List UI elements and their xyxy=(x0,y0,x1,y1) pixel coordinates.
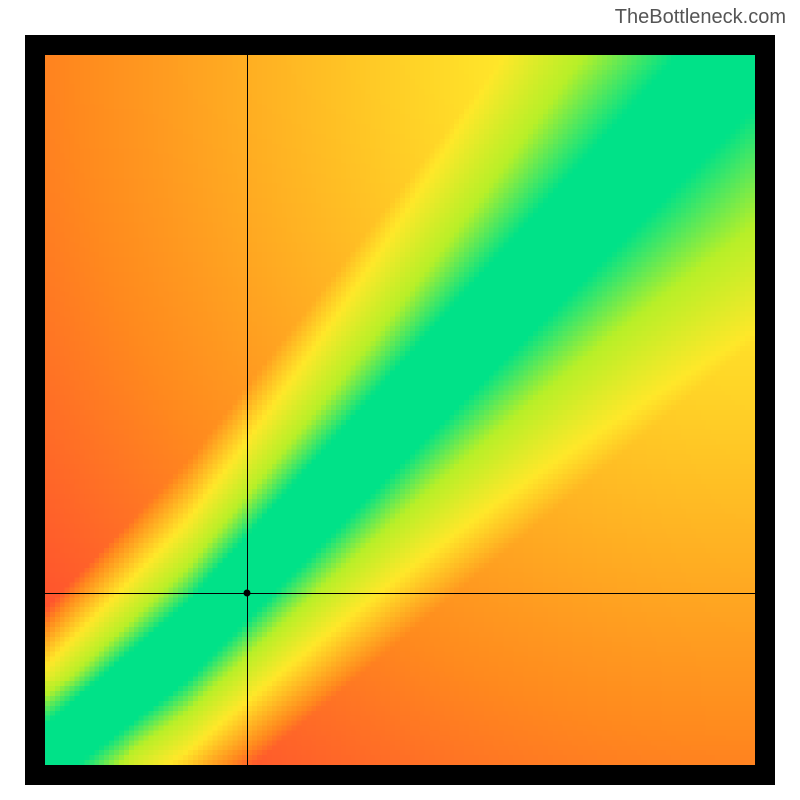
crosshair-horizontal xyxy=(45,593,755,594)
crosshair-vertical xyxy=(247,55,248,765)
attribution-text: TheBottleneck.com xyxy=(615,6,786,29)
operating-point-marker xyxy=(243,590,250,597)
bottleneck-heatmap xyxy=(45,55,755,765)
